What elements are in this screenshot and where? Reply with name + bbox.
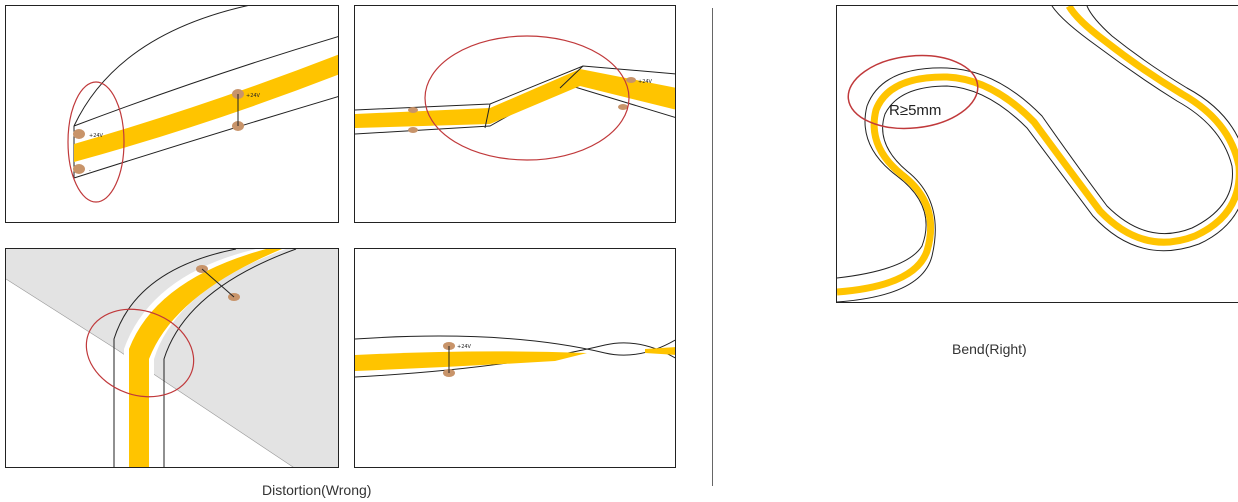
error-circle	[67, 81, 125, 203]
caption-wrong: Distortion(Wrong)	[262, 482, 372, 498]
strip-illustration: +24V - +24V	[67, 6, 338, 203]
panel-fold-bottom-left	[5, 248, 339, 468]
pad-icon	[408, 127, 418, 133]
caption-right: Bend(Right)	[952, 341, 1027, 357]
panel-twist-bottom-right: +24V	[354, 248, 676, 468]
error-circle	[85, 308, 195, 398]
error-circle	[424, 35, 630, 161]
panel-kink-top-right: +24V	[354, 5, 676, 223]
strip-illustration: R≥5mm	[837, 6, 1238, 302]
section-divider	[712, 8, 713, 486]
voltage-label: +24V	[89, 133, 104, 139]
radius-highlight-circle	[847, 54, 979, 130]
radius-label: R≥5mm	[889, 102, 941, 119]
strip-illustration: +24V	[355, 335, 675, 378]
panel-bend-right: R≥5mm	[836, 5, 1238, 303]
panel-twist-top-left: +24V - +24V	[5, 5, 339, 223]
voltage-label: +24V	[638, 79, 653, 85]
pad-icon	[626, 77, 636, 83]
voltage-label: +24V	[457, 344, 472, 350]
strip-illustration	[6, 249, 338, 467]
polarity-label: -	[89, 168, 91, 174]
pad-icon	[73, 129, 85, 139]
strip-illustration: +24V	[355, 35, 675, 161]
pad-icon	[618, 104, 628, 110]
pad-icon	[408, 107, 418, 113]
pad-icon	[73, 164, 85, 174]
voltage-label: +24V	[246, 93, 261, 99]
